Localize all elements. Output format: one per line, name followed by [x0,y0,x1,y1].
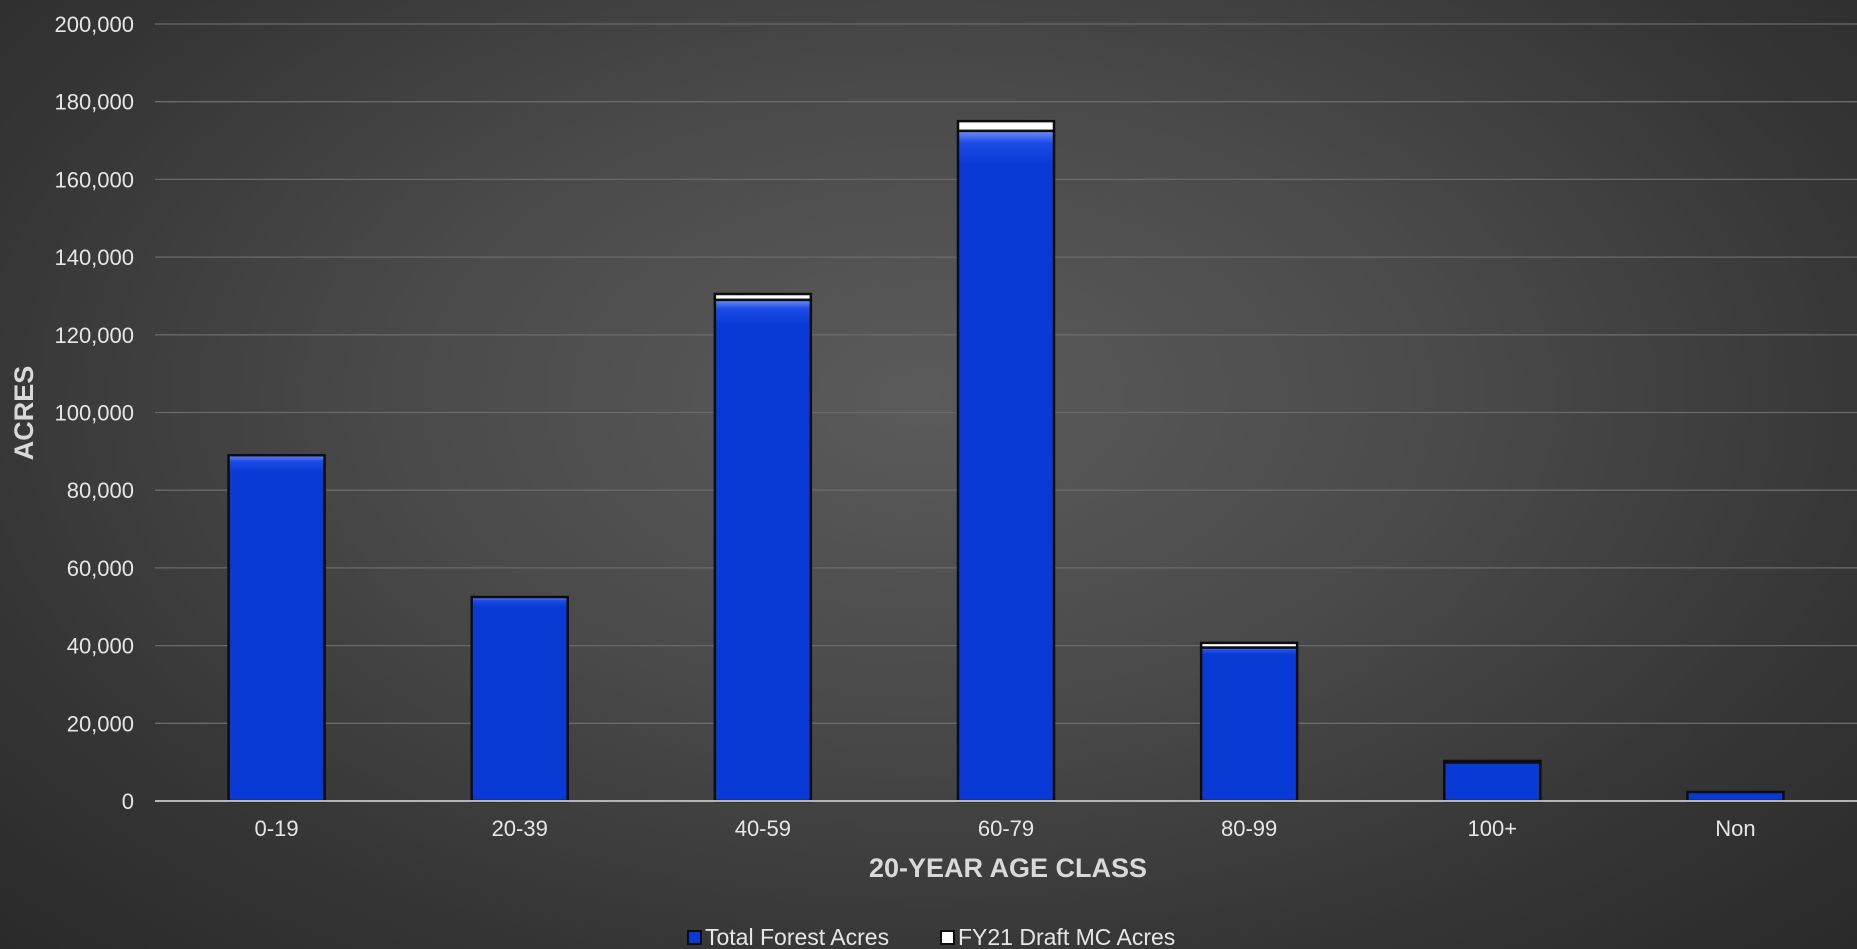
y-tick-label: 200,000 [54,12,134,37]
x-tick-label: 20-39 [492,816,548,841]
bar-fy21-draft-mc-acres [1443,759,1542,764]
bar-total-forest-acres [1686,790,1785,803]
y-tick-label: 0 [122,789,134,814]
y-tick-label: 80,000 [67,478,134,503]
bar-total-forest-acres [713,298,813,803]
x-tick-label: Non [1715,816,1755,841]
y-axis-ticks: 0 20,000 40,000 60,000 80,000 100,000 120,000 1… [54,12,134,814]
bar-fy21-draft-mc-acres [713,292,813,302]
y-tick-label: 20,000 [67,711,134,736]
x-tick-label: 60-79 [978,816,1034,841]
legend: Total Forest Acres FY21 Draft MC Acres [687,924,1175,949]
legend-label-total-forest-acres: Total Forest Acres [705,924,889,949]
y-tick-label: 100,000 [54,401,134,426]
legend-label-fy21-draft-mc-acres: FY21 Draft MC Acres [958,924,1175,949]
bar-total-forest-acres [956,129,1056,803]
bar-total-forest-acres [1443,760,1542,803]
x-tick-label: 80-99 [1221,816,1277,841]
y-axis-title: ACRES [9,366,39,461]
y-tick-label: 140,000 [54,245,134,270]
y-tick-label: 120,000 [54,323,134,348]
x-tick-label: 0-19 [255,816,299,841]
legend-swatch-total-forest-acres [687,930,702,945]
y-tick-label: 160,000 [54,167,134,192]
legend-swatch-fy21-draft-mc-acres [940,930,955,945]
y-tick-label: 40,000 [67,634,134,659]
y-tick-label: 180,000 [54,90,134,115]
y-tick-label: 60,000 [67,556,134,581]
bar-fy21-draft-mc-acres [956,119,1056,133]
bar-total-forest-acres [1199,646,1299,803]
bar-total-forest-acres [470,595,569,803]
x-tick-label: 100+ [1468,816,1518,841]
x-axis-title: 20-YEAR AGE CLASS [869,853,1147,883]
x-tick-label: 40-59 [735,816,791,841]
bar-fy21-draft-mc-acres [1199,641,1299,649]
x-axis-ticks: 0-19 20-39 40-59 60-79 80-99 100+ Non [255,816,1756,841]
bars [227,119,1785,803]
bar-total-forest-acres [227,453,326,803]
